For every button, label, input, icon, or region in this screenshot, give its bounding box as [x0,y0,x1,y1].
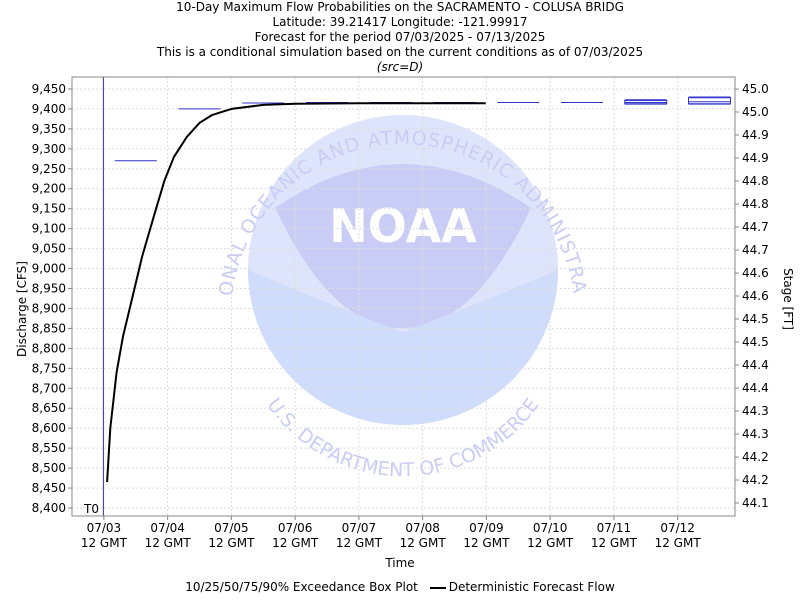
y-tick-label: 9,000 [32,262,66,276]
right-tick-label: 44.2 [742,450,769,464]
x-tick-label: 07/12 12 GMT [655,521,702,550]
y-tick-label: 9,100 [32,222,66,236]
x-axis-ticks: 07/03 12 GMT 07/04 12 GMT 07/05 12 GMT 07/06 12… [81,516,701,550]
box-plot [624,99,668,105]
y-tick-label: 8,900 [32,301,66,315]
y-tick-label: 9,400 [32,102,66,116]
y-tick-label: 9,250 [32,162,66,176]
right-tick-label: 44.4 [742,358,769,372]
box-plot [688,96,731,105]
legend-line-swatch [429,586,446,589]
y-tick-label: 8,950 [32,282,66,296]
y-tick-label: 8,400 [32,501,66,515]
right-tick-label: 44.6 [742,289,769,303]
x-tick-label: 07/07 12 GMT [336,521,383,550]
chart-legend: 10/25/50/75/90% Exceedance Box Plot Dete… [0,580,800,594]
watermark-center-text: NOAA [329,199,477,253]
x-tick-label: 07/06 12 GMT [272,521,319,550]
y-tick-label: 8,800 [32,341,66,355]
right-tick-label: 45.0 [742,82,769,96]
right-tick-label: 44.2 [742,473,769,487]
chart-grid [72,77,735,516]
deterministic-forecast-line [106,102,486,483]
y-tick-label: 9,300 [32,142,66,156]
y-tick-label: 9,350 [32,122,66,136]
y-tick-label: 9,050 [32,242,66,256]
right-tick-label: 44.5 [742,312,769,326]
x-tick-label: 07/09 12 GMT [463,521,510,550]
x-axis-label: Time [385,556,415,570]
x-tick-label: 07/11 12 GMT [591,521,638,550]
x-tick-label: 07/04 12 GMT [145,521,192,550]
right-tick-label: 44.7 [742,220,769,234]
y-tick-label: 8,750 [32,361,66,375]
y-tick-label: 8,550 [32,441,66,455]
right-axis-ticks: 44.1 44.2 44.2 44.3 44.3 44.4 44.4 44.5 44.5 44.6… [735,82,769,510]
t0-label: T0 [83,502,99,516]
right-tick-label: 44.6 [742,266,769,280]
right-axis-label: Stage [FT] [781,268,795,330]
chart-title: 10-Day Maximum Flow Probabilities on the… [176,0,624,14]
y-tick-label: 8,700 [32,381,66,395]
x-tick-label: 07/03 12 GMT [81,521,128,550]
x-tick-label: 07/05 12 GMT [208,521,255,550]
y-tick-label: 9,150 [32,202,66,216]
x-tick-label: 07/08 12 GMT [400,521,447,550]
legend-deterministic-label: Deterministic Forecast Flow [448,580,615,594]
y-axis-label: Discharge [CFS] [15,261,29,357]
right-tick-label: 44.8 [742,174,769,188]
right-tick-label: 44.8 [742,197,769,211]
box-iqr [688,97,731,105]
right-tick-label: 44.3 [742,404,769,418]
y-tick-label: 9,450 [32,82,66,96]
x-tick-label: 07/10 12 GMT [527,521,574,550]
y-tick-label: 8,850 [32,321,66,335]
chart-subtitle-latlon: Latitude: 39.21417 Longitude: -121.99917 [272,15,528,29]
right-tick-label: 44.3 [742,427,769,441]
y-tick-label: 9,200 [32,182,66,196]
right-tick-label: 44.9 [742,128,769,142]
right-tick-label: 44.7 [742,243,769,257]
chart-subtitle-period: Forecast for the period 07/03/2025 - 07/… [254,30,546,44]
right-tick-label: 44.4 [742,381,769,395]
y-tick-label: 8,650 [32,401,66,415]
y-tick-label: 8,500 [32,461,66,475]
right-tick-label: 44.1 [742,496,769,510]
right-tick-label: 45.0 [742,105,769,119]
y-tick-label: 8,450 [32,481,66,495]
chart-source-note: (src=D) [376,60,424,74]
y-axis-ticks: 8,400 8,450 8,500 8,550 8,600 8,650 8,700 8,750… [32,82,72,515]
forecast-series [106,102,486,483]
y-tick-label: 8,600 [32,421,66,435]
right-tick-label: 44.9 [742,151,769,165]
chart-subtitle-conditions: This is a conditional simulation based o… [156,45,644,59]
watermark-gull [275,164,531,329]
chart-title-block: 10-Day Maximum Flow Probabilities on the… [0,0,800,75]
right-tick-label: 44.5 [742,335,769,349]
legend-box-plot-label: 10/25/50/75/90% Exceedance Box Plot [185,580,418,594]
